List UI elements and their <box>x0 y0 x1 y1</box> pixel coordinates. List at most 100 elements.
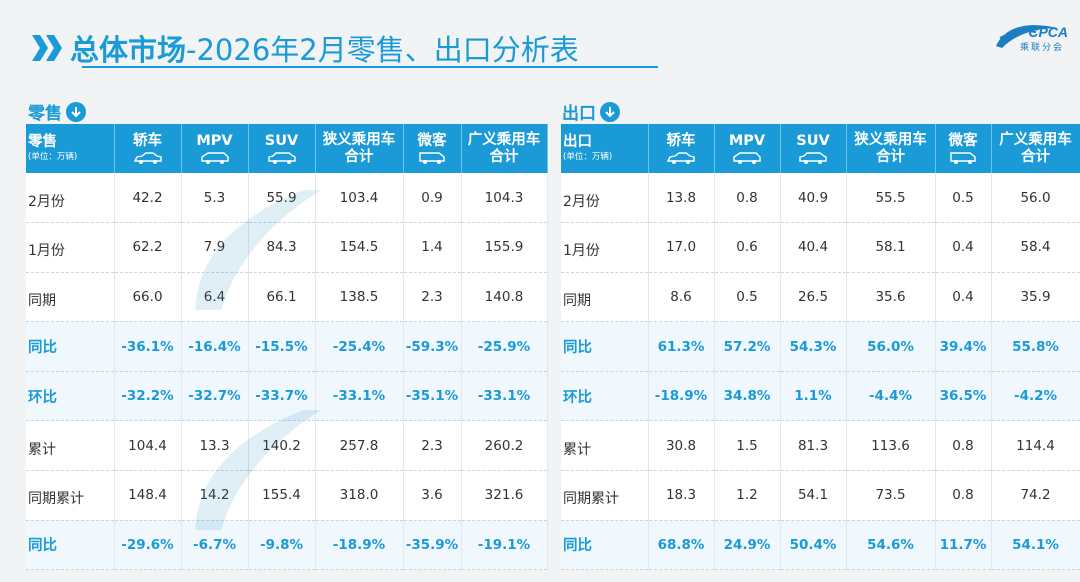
col-header-narrow-total: 狭义乘用车合计 <box>846 124 936 173</box>
table-cell: -25.9% <box>461 321 548 372</box>
table-row: 1月份 62.2 7.9 84.3 154.5 1.4 155.9 <box>26 222 548 273</box>
col-header-broad-total: 广义乘用车合计 <box>991 124 1080 173</box>
retail-section-text: 零售 <box>28 104 62 124</box>
row-label: 同比 <box>26 520 115 571</box>
table-cell: 73.5 <box>846 470 936 521</box>
title-sub: -2026年2月零售、出口分析表 <box>186 33 579 67</box>
table-cell: 34.8% <box>714 371 781 422</box>
table-row: 同比 68.8% 24.9% 50.4% 54.6% 11.7% 54.1% <box>561 520 1080 571</box>
table-header-row: 零售 (单位：万辆) 轿车 MPV SUV 狭义乘用车合计 微客 广义乘用车合计 <box>26 124 548 173</box>
table-cell: 74.2 <box>991 470 1080 521</box>
col-header-minivan: 微客 <box>403 124 462 173</box>
table-row: 2月份 42.2 5.3 55.9 103.4 0.9 104.3 <box>26 173 548 224</box>
table-cell: 39.4% <box>935 321 992 372</box>
col-header-narrow-total: 狭义乘用车合计 <box>315 124 404 173</box>
table-cell: 8.6 <box>648 272 715 323</box>
table-cell: 13.3 <box>181 420 249 472</box>
table-cell: 68.8% <box>648 520 715 571</box>
sedan-icon <box>133 151 162 164</box>
table-cell: 50.4% <box>780 520 847 571</box>
row-label: 累计 <box>561 420 649 472</box>
mpv-icon <box>733 151 761 164</box>
table-cell: 257.8 <box>315 420 404 472</box>
table-cell: 1.2 <box>714 470 781 521</box>
title-main: 总体市场 <box>70 33 187 67</box>
row-label: 2月份 <box>26 173 115 224</box>
table-cell: -25.4% <box>315 321 404 372</box>
row-label: 同比 <box>561 520 649 571</box>
table-cell: -4.4% <box>846 371 936 422</box>
table-cell: 55.9 <box>248 173 316 224</box>
page-title: 总体市场-2026年2月零售、出口分析表 <box>70 27 579 69</box>
table-cell: 55.8% <box>991 321 1080 372</box>
table-cell: 104.4 <box>114 420 182 472</box>
col-header-sedan: 轿车 <box>114 124 182 173</box>
column-label: 轿车 <box>133 132 162 149</box>
table-row: 1月份 17.0 0.6 40.4 58.1 0.4 58.4 <box>561 222 1080 273</box>
column-label: MPV <box>196 132 233 149</box>
row-label: 同期累计 <box>26 470 115 521</box>
table-cell: 2.3 <box>403 420 462 472</box>
table-cell: -33.1% <box>315 371 404 422</box>
column-label: 狭义乘用车合计 <box>854 131 927 165</box>
column-label: 轿车 <box>666 132 696 149</box>
row-label: 1月份 <box>561 222 649 273</box>
table-cell: 0.5 <box>714 272 781 323</box>
corner-label: 出口 <box>563 134 592 150</box>
table-cell: -4.2% <box>991 371 1080 422</box>
table-cell: 140.2 <box>248 420 316 472</box>
table-cell: 148.4 <box>114 470 182 521</box>
table-header-row: 出口 (单位：万辆) 轿车 MPV SUV 狭义乘用车合计 微客 广义乘用车合计 <box>561 124 1080 173</box>
table-row: 同比 -36.1% -16.4% -15.5% -25.4% -59.3% -25.9% <box>26 321 548 372</box>
corner-header: 零售 (单位：万辆) <box>26 124 115 173</box>
table-cell: -9.8% <box>248 520 316 571</box>
row-label: 同比 <box>26 321 115 372</box>
table-cell: 55.5 <box>846 173 936 224</box>
table-cell: 62.2 <box>114 222 182 273</box>
retail-section-label: 零售 <box>28 99 86 124</box>
table-cell: 1.4 <box>403 222 462 273</box>
table-cell: 36.5% <box>935 371 992 422</box>
table-cell: 66.0 <box>114 272 182 323</box>
table-cell: -35.9% <box>403 520 462 571</box>
table-cell: -18.9% <box>648 371 715 422</box>
table-cell: 42.2 <box>114 173 182 224</box>
table-cell: -16.4% <box>181 321 249 372</box>
table-cell: 154.5 <box>315 222 404 273</box>
table-cell: -33.1% <box>461 371 548 422</box>
table-cell: -35.1% <box>403 371 462 422</box>
unit-label: (单位：万辆) <box>28 152 78 162</box>
col-header-suv: SUV <box>780 124 847 173</box>
table-cell: 54.3% <box>780 321 847 372</box>
table-cell: -36.1% <box>114 321 182 372</box>
table-cell: 1.1% <box>780 371 847 422</box>
table-cell: 138.5 <box>315 272 404 323</box>
table-cell: 113.6 <box>846 420 936 472</box>
title-underline <box>82 66 658 68</box>
table-cell: 14.2 <box>181 470 249 521</box>
row-label: 同期 <box>26 272 115 323</box>
page-header: 总体市场-2026年2月零售、出口分析表 <box>30 28 579 68</box>
table-row: 同期累计 148.4 14.2 155.4 318.0 3.6 321.6 <box>26 470 548 521</box>
table-cell: -32.7% <box>181 371 249 422</box>
table-cell: -19.1% <box>461 520 548 571</box>
sedan-icon <box>666 151 695 164</box>
col-header-mpv: MPV <box>714 124 781 173</box>
table-cell: 58.4 <box>991 222 1080 273</box>
table-row: 环比 -18.9% 34.8% 1.1% -4.4% 36.5% -4.2% <box>561 371 1080 422</box>
table-cell: 0.9 <box>403 173 462 224</box>
table-cell: 81.3 <box>780 420 847 472</box>
minivan-icon <box>950 151 976 164</box>
table-cell: 58.1 <box>846 222 936 273</box>
arrow-down-circle-icon <box>66 101 86 122</box>
corner-label: 零售 <box>28 134 57 150</box>
table-cell: 24.9% <box>714 520 781 571</box>
table-cell: -29.6% <box>114 520 182 571</box>
export-table: 出口 (单位：万辆) 轿车 MPV SUV 狭义乘用车合计 微客 广义乘用车合计… <box>561 124 1080 571</box>
table-cell: 84.3 <box>248 222 316 273</box>
column-label: SUV <box>264 132 299 149</box>
row-label: 2月份 <box>561 173 649 224</box>
minivan-icon <box>419 151 445 164</box>
table-cell: -33.7% <box>248 371 316 422</box>
logo-subtitle: 乘联分会 <box>1019 43 1064 53</box>
